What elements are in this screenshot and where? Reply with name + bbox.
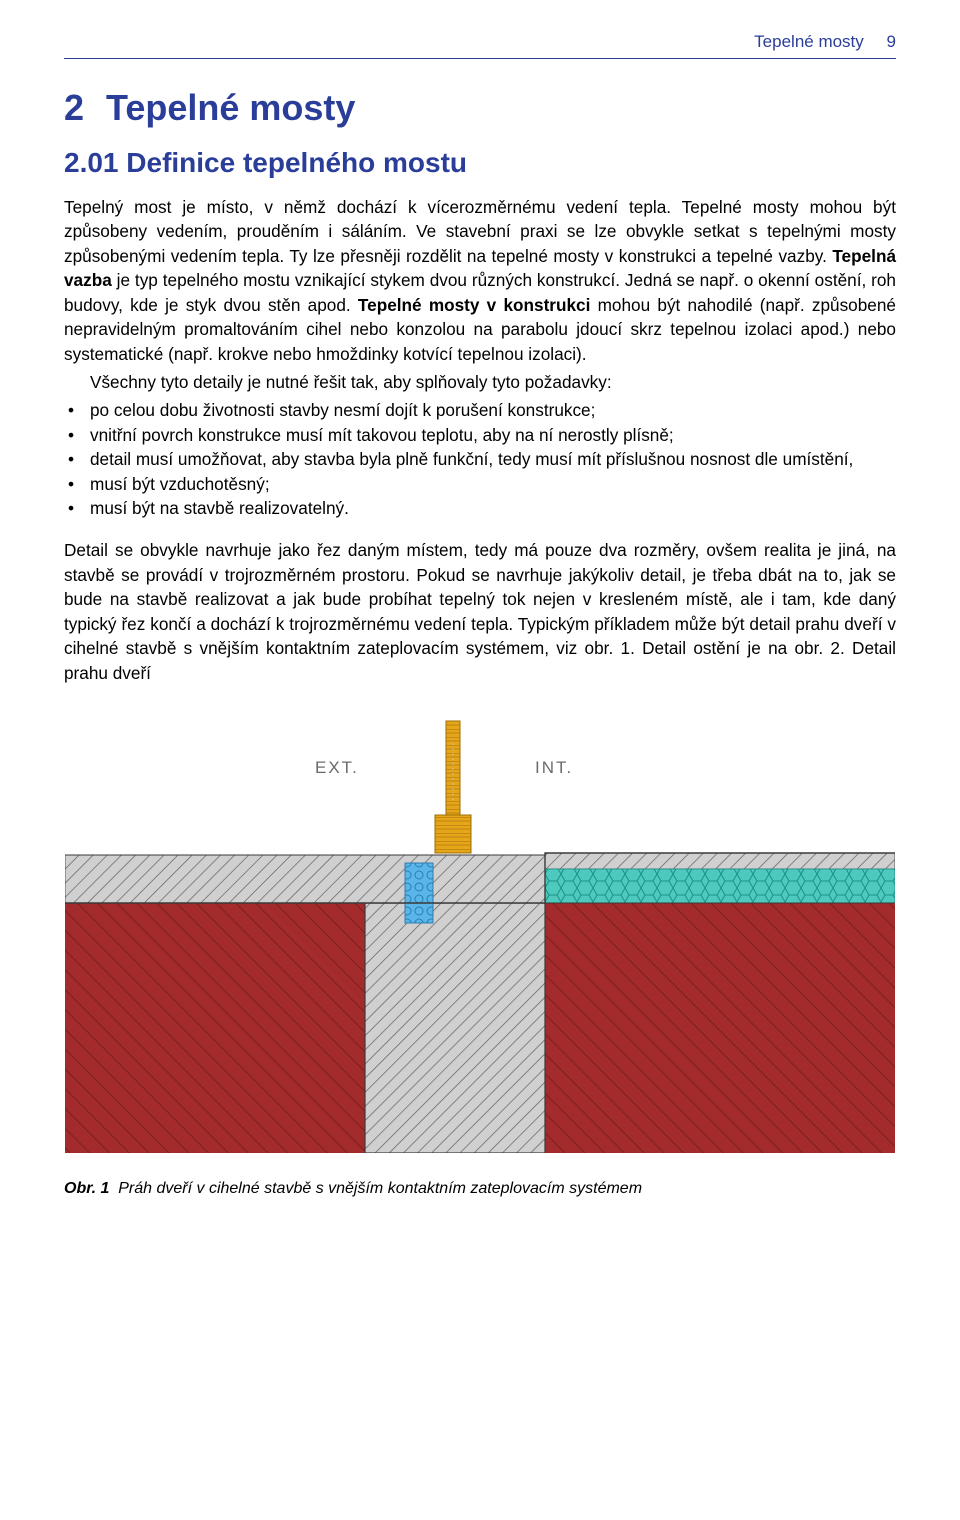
list-item: musí být vzduchotěsný;	[64, 472, 896, 496]
figure-1: EXT. INT. Obr. 1 Práh dveří v cihelné sta…	[64, 713, 896, 1198]
paragraph-3: Detail se obvykle navrhuje jako řez daný…	[64, 538, 896, 685]
figure-caption: Obr. 1 Práh dveří v cihelné stavbě s vně…	[64, 1180, 896, 1198]
svg-text:INT.: INT.	[535, 758, 573, 777]
requirements-list: po celou dobu životnosti stavby nesmí do…	[64, 398, 896, 520]
paragraph-2-intro: Všechny tyto detaily je nutné řešit tak,…	[64, 370, 896, 394]
list-item: detail musí umožňovat, aby stavba byla p…	[64, 447, 896, 471]
paragraph-1: Tepelný most je místo, v němž dochází k …	[64, 195, 896, 366]
chapter-title: Tepelné mosty	[106, 87, 355, 128]
running-header: Tepelné mosty 9	[64, 32, 896, 59]
caption-text: Práh dveří v cihelné stavbě s vnějším ko…	[118, 1180, 642, 1197]
list-item: vnitřní povrch konstrukce musí mít takov…	[64, 423, 896, 447]
list-item: musí být na stavbě realizovatelný.	[64, 496, 896, 520]
caption-prefix: Obr. 1	[64, 1180, 109, 1197]
chapter-heading: 2 Tepelné mosty	[64, 87, 896, 129]
construction-diagram: EXT. INT.	[65, 713, 895, 1153]
page-number: 9	[887, 32, 896, 51]
section-number: 2.01	[64, 147, 119, 178]
section-heading: 2.01 Definice tepelného mostu	[64, 147, 896, 179]
svg-text:EXT.: EXT.	[315, 758, 359, 777]
section-title: Definice tepelného mostu	[126, 147, 467, 178]
chapter-number: 2	[64, 87, 84, 128]
running-title: Tepelné mosty	[754, 32, 864, 51]
list-item: po celou dobu životnosti stavby nesmí do…	[64, 398, 896, 422]
